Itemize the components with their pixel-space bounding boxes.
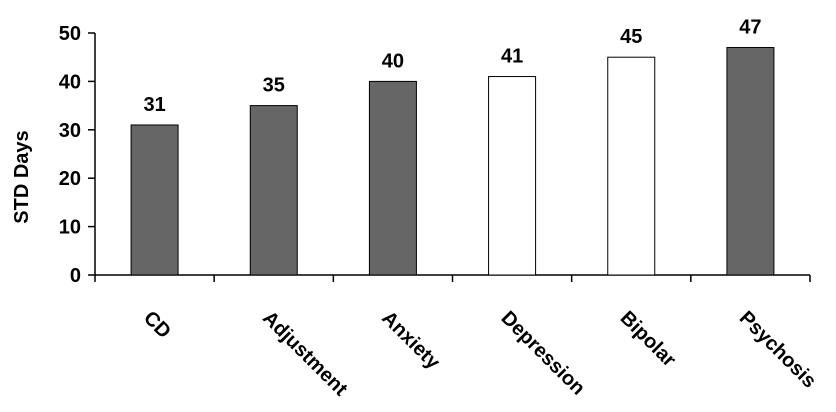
- bar-cd: [130, 124, 179, 276]
- category-label-bipolar: Bipolar: [616, 307, 680, 371]
- category-label-cd: CD: [139, 307, 175, 343]
- category-label-psychosis: Psychosis: [735, 307, 821, 393]
- y-tick-label: 30: [59, 120, 81, 142]
- bar-psychosis: [726, 47, 775, 276]
- x-axis-ticks: [94, 275, 811, 282]
- data-label-psychosis: 47: [739, 17, 761, 39]
- y-tick-label: 0: [70, 265, 81, 287]
- data-label-depression: 41: [501, 46, 523, 68]
- y-tick-label: 10: [59, 217, 81, 239]
- category-label-depression: Depression: [497, 307, 590, 400]
- bar-bipolar: [607, 56, 656, 276]
- data-label-bipolar: 45: [620, 26, 642, 48]
- data-labels-group: 31 35 40 41 45 47: [143, 17, 761, 116]
- category-label-anxiety: Anxiety: [377, 307, 444, 374]
- data-label-anxiety: 40: [382, 50, 404, 72]
- y-tick-label: 40: [59, 71, 81, 93]
- bar-adjustment: [249, 105, 298, 276]
- bars-group: [130, 47, 775, 276]
- category-label-adjustment: Adjustment: [258, 307, 352, 401]
- data-label-cd: 31: [143, 94, 165, 116]
- bar-depression: [488, 76, 537, 276]
- y-tick-label: 20: [59, 168, 81, 190]
- y-tick-label: 50: [59, 23, 81, 45]
- data-label-adjustment: 35: [263, 75, 285, 97]
- category-labels-group: CD Adjustment Anxiety Depression Bipolar Psyc…: [139, 307, 820, 401]
- y-axis-ticks: 0 10 20 30 40 50: [59, 23, 95, 287]
- bar-anxiety: [368, 80, 417, 276]
- y-axis-title: STD Days: [11, 130, 33, 223]
